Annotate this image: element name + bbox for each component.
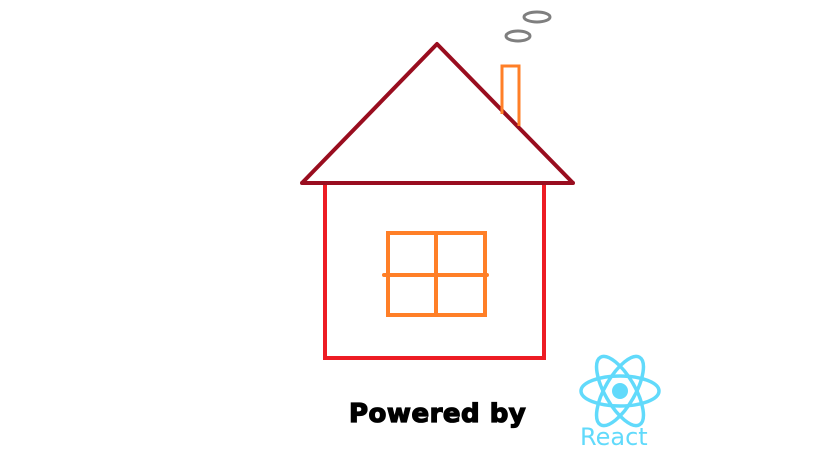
react-logo-text: React — [580, 423, 648, 451]
react-atom-icon — [579, 354, 661, 428]
chimney — [500, 64, 521, 126]
smoke-rings — [504, 10, 552, 43]
roof — [300, 42, 575, 185]
smoke-ring-upper — [522, 10, 552, 24]
window — [382, 231, 489, 317]
powered-by-caption: Powered by — [348, 399, 527, 429]
smoke-ring-lower — [504, 29, 532, 43]
